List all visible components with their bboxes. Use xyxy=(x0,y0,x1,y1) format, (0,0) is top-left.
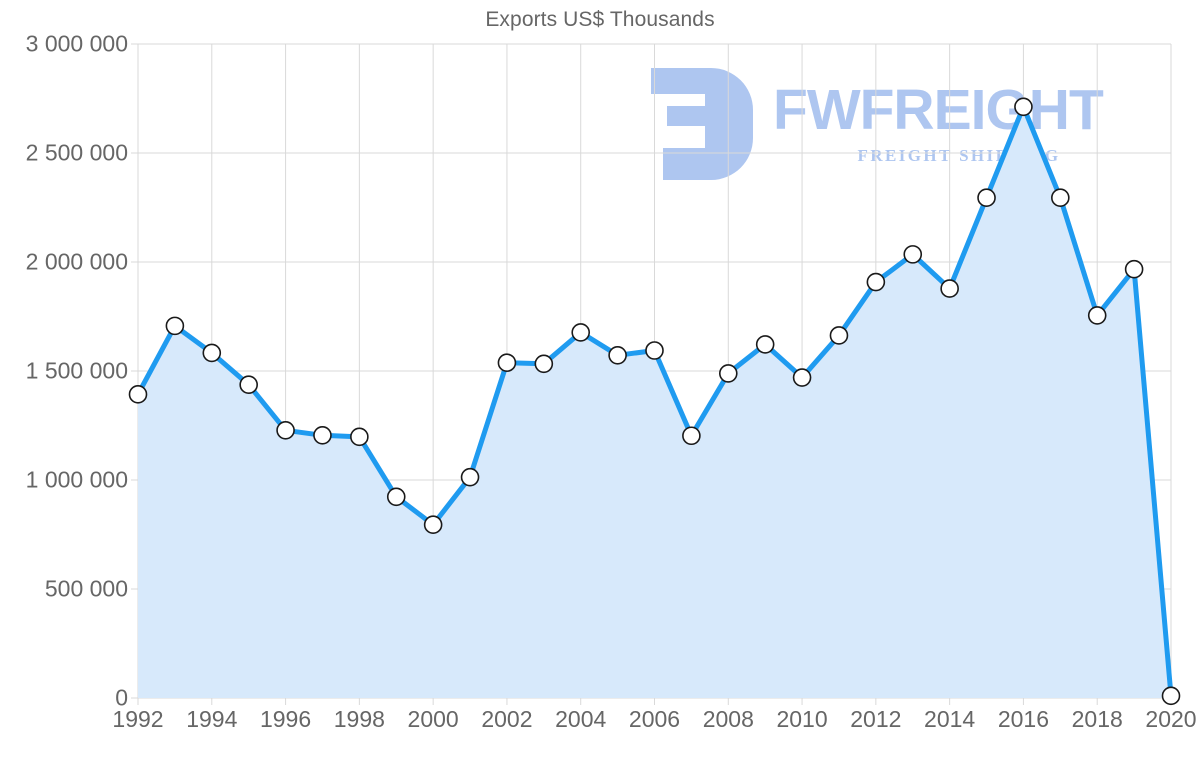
data-point-marker[interactable] xyxy=(386,487,406,507)
data-point-marker[interactable] xyxy=(165,316,185,336)
data-point-marker[interactable] xyxy=(718,364,738,383)
x-axis-tick-label: 2002 xyxy=(481,706,533,732)
data-point-marker[interactable] xyxy=(866,272,886,292)
data-point-marker[interactable] xyxy=(1051,188,1070,207)
data-point-marker[interactable] xyxy=(1124,259,1144,279)
y-axis-tick-label: 2 000 000 xyxy=(25,248,128,275)
data-point-marker[interactable] xyxy=(977,188,996,207)
data-point-marker[interactable] xyxy=(1014,97,1033,117)
x-axis-tick-label: 2014 xyxy=(924,706,976,732)
x-axis-tick-label: 2008 xyxy=(702,706,754,732)
data-point-marker[interactable] xyxy=(497,353,517,373)
y-axis-tick-label: 1 500 000 xyxy=(25,357,128,384)
chart-title: Exports US$ Thousands xyxy=(485,8,715,31)
y-axis-tick-label: 500 000 xyxy=(44,575,128,602)
data-point-markers xyxy=(128,97,1181,706)
data-point-marker[interactable] xyxy=(534,354,554,374)
data-point-marker[interactable] xyxy=(829,326,849,345)
y-axis-tick-label: 2 500 000 xyxy=(25,139,128,166)
x-axis-tick-label: 2010 xyxy=(776,706,828,732)
data-point-marker[interactable] xyxy=(276,420,295,440)
x-axis-tick-label: 2012 xyxy=(850,706,902,732)
x-axis-tick-label: 1998 xyxy=(333,706,385,732)
x-axis-tick-label: 2006 xyxy=(628,706,681,732)
x-axis-tick-label: 1996 xyxy=(259,706,312,732)
x-axis-tick-label: 2018 xyxy=(1071,706,1123,732)
data-point-marker[interactable] xyxy=(903,245,923,264)
data-point-marker[interactable] xyxy=(608,345,627,365)
x-axis-tick-label: 1994 xyxy=(186,706,238,732)
x-axis-tick-label: 2016 xyxy=(997,706,1050,732)
y-axis-tick-label: 0 xyxy=(115,684,128,711)
x-axis-tick-label: 2004 xyxy=(555,706,607,732)
data-point-marker[interactable] xyxy=(1161,686,1181,706)
data-point-marker[interactable] xyxy=(571,323,591,342)
data-point-marker[interactable] xyxy=(682,426,701,446)
data-point-marker[interactable] xyxy=(350,427,369,447)
y-axis-tick-label: 1 000 000 xyxy=(25,466,128,493)
data-point-marker[interactable] xyxy=(755,335,775,354)
y-axis-tick-label: 3 000 000 xyxy=(25,30,128,57)
data-point-marker[interactable] xyxy=(128,385,148,404)
data-point-marker[interactable] xyxy=(940,279,959,298)
data-point-marker[interactable] xyxy=(239,375,258,395)
x-axis-tick-label: 2020 xyxy=(1145,706,1197,732)
data-point-marker[interactable] xyxy=(792,368,812,387)
data-point-marker[interactable] xyxy=(423,515,443,534)
data-point-marker[interactable] xyxy=(313,426,332,445)
data-point-marker[interactable] xyxy=(1087,306,1107,325)
x-axis-tick-label: 2000 xyxy=(407,706,459,732)
data-point-marker[interactable] xyxy=(460,467,480,487)
data-point-marker[interactable] xyxy=(645,341,664,360)
x-axis-tick-label: 1992 xyxy=(112,706,164,732)
data-point-marker[interactable] xyxy=(202,343,222,363)
